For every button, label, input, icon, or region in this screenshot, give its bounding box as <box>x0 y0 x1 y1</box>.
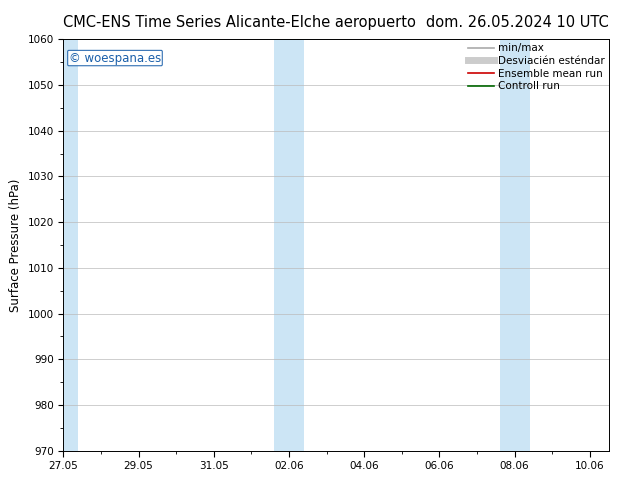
Text: © woespana.es: © woespana.es <box>69 51 161 65</box>
Bar <box>60 39 79 451</box>
Y-axis label: Surface Pressure (hPa): Surface Pressure (hPa) <box>9 178 22 312</box>
Bar <box>274 39 304 451</box>
Text: CMC-ENS Time Series Alicante-Elche aeropuerto: CMC-ENS Time Series Alicante-Elche aerop… <box>63 15 417 30</box>
Bar <box>500 39 529 451</box>
Text: dom. 26.05.2024 10 UTC: dom. 26.05.2024 10 UTC <box>426 15 609 30</box>
Legend: min/max, Desviacién esténdar, Ensemble mean run, Controll run: min/max, Desviacién esténdar, Ensemble m… <box>465 41 607 93</box>
